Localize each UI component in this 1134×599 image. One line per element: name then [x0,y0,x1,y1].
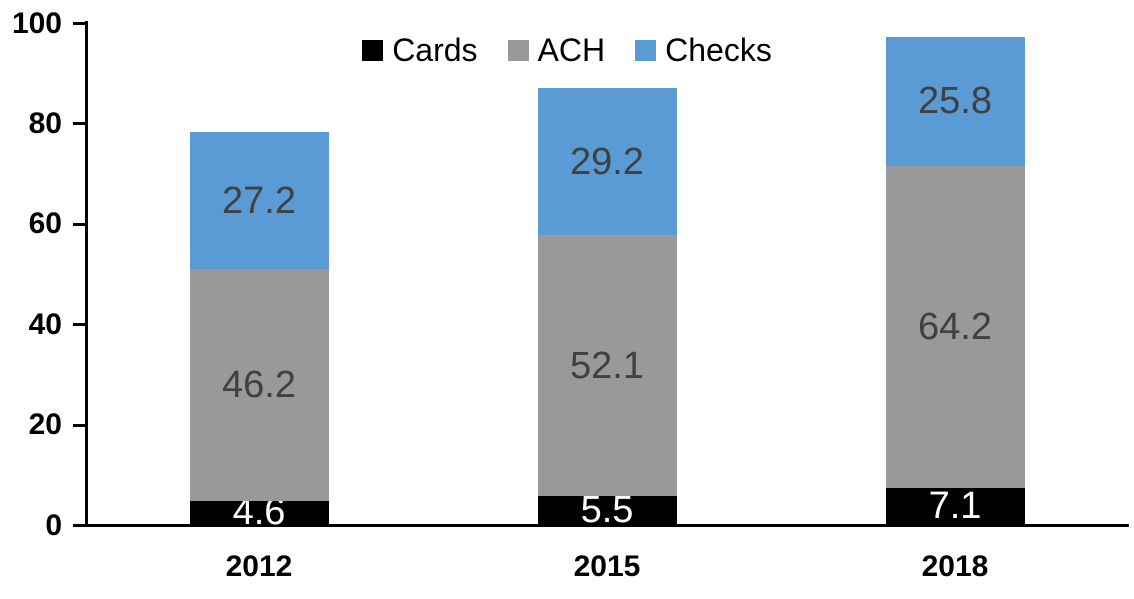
y-tick-label: 80 [28,106,62,140]
legend-item-checks: Checks [635,34,772,66]
bar-value-label: 7.1 [928,485,982,528]
bar-value-label: 46.2 [222,363,296,406]
y-tick-label: 40 [28,307,62,341]
legend-label-ach: ACH [537,32,606,68]
bar-value-label: 64.2 [918,306,992,349]
checks-swatch-icon [635,39,657,61]
x-tick-label-2012: 2012 [225,550,293,583]
ach-swatch-icon [507,39,529,61]
y-tick-mark [73,22,85,25]
bar-value-label: 5.5 [580,489,634,532]
bar-value-label: 29.2 [570,140,644,183]
bar-segment-checks-2018: 25.8 [885,36,1025,167]
x-axis-line [85,524,1129,527]
bar-segment-cards-2015: 5.5 [537,489,677,532]
y-tick-mark [73,222,85,226]
bar-segment-checks-2015: 29.2 [537,88,677,235]
y-tick-mark [73,122,85,126]
legend-label-cards: Cards [392,32,478,68]
x-tick-label-2015: 2015 [573,550,641,583]
bar-value-label: 4.6 [232,491,286,534]
legend-label-checks: Checks [665,32,772,68]
legend-item-cards: Cards [362,32,478,68]
x-tick-label-2018: 2018 [921,550,989,583]
y-tick-mark [73,423,85,427]
bar-value-label: 25.8 [918,80,992,123]
y-tick-label: 20 [28,408,62,442]
bar-segment-ach-2015: 52.1 [537,234,677,497]
legend: Cards ACH Checks [0,30,1134,70]
bar-value-label: 27.2 [222,179,296,222]
bar-segment-checks-2012: 27.2 [189,132,329,269]
bar-segment-cards-2018: 7.1 [885,485,1025,528]
y-tick-label: 60 [28,207,62,241]
y-tick-label: 100 [11,6,62,40]
y-tick-label: 0 [45,508,62,542]
cards-swatch-icon [362,39,384,61]
y-tick-mark [73,323,85,327]
bar-segment-ach-2012: 46.2 [189,268,329,501]
bar-segment-ach-2018: 64.2 [885,166,1025,489]
legend-item-ach: ACH [507,32,606,68]
bar-value-label: 52.1 [570,344,644,387]
y-tick-mark [73,524,85,527]
y-axis-line [85,21,88,527]
bar-segment-cards-2012: 4.6 [189,491,329,534]
